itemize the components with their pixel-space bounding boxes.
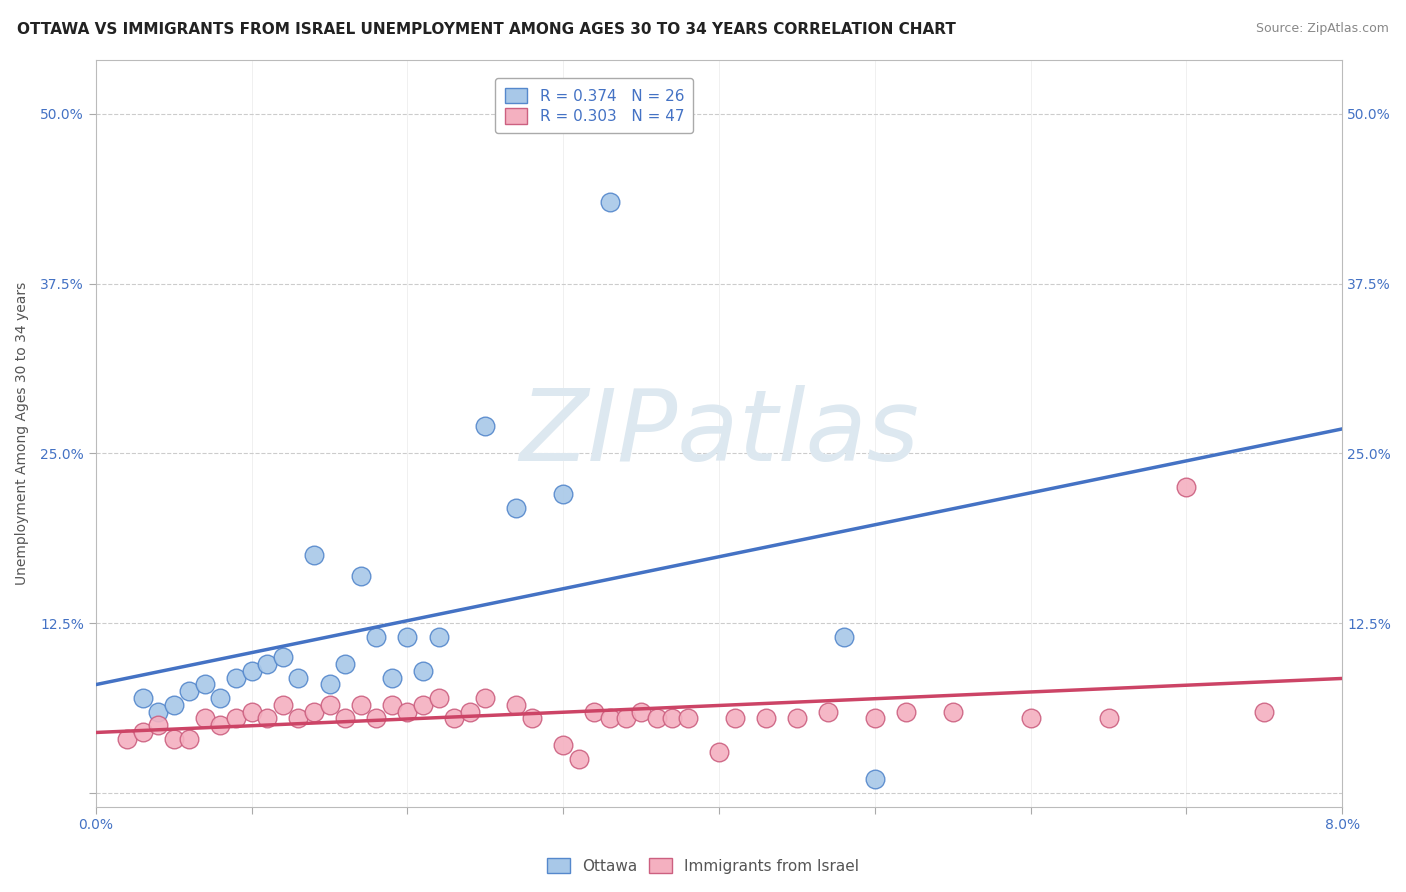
Point: [553, 487, 575, 501]
Point: [179, 731, 201, 746]
Point: [863, 711, 886, 725]
Point: [474, 419, 496, 434]
Point: [131, 690, 153, 705]
Point: [302, 549, 325, 563]
Point: [583, 705, 606, 719]
Point: [163, 731, 186, 746]
Point: [287, 671, 309, 685]
Point: [614, 711, 637, 725]
Point: [894, 705, 917, 719]
Point: [396, 630, 419, 644]
Point: [350, 698, 373, 712]
Point: [755, 711, 778, 725]
Point: [225, 711, 247, 725]
Point: [302, 705, 325, 719]
Point: [458, 705, 481, 719]
Point: [287, 711, 309, 725]
Point: [225, 671, 247, 685]
Point: [832, 630, 855, 644]
Legend: R = 0.374   N = 26, R = 0.303   N = 47: R = 0.374 N = 26, R = 0.303 N = 47: [495, 78, 693, 133]
Point: [209, 690, 232, 705]
Point: [333, 657, 356, 671]
Point: [115, 731, 138, 746]
Point: [412, 664, 434, 678]
Point: [131, 725, 153, 739]
Point: [179, 684, 201, 698]
Point: [240, 664, 263, 678]
Point: [256, 711, 278, 725]
Point: [381, 698, 404, 712]
Point: [645, 711, 668, 725]
Legend: Ottawa, Immigrants from Israel: Ottawa, Immigrants from Israel: [540, 852, 866, 880]
Point: [163, 698, 186, 712]
Point: [194, 711, 217, 725]
Point: [209, 718, 232, 732]
Point: [443, 711, 465, 725]
Point: [146, 718, 169, 732]
Point: [1253, 705, 1275, 719]
Point: [474, 690, 496, 705]
Point: [707, 745, 730, 759]
Point: [661, 711, 683, 725]
Point: [520, 711, 543, 725]
Point: [863, 772, 886, 787]
Point: [505, 698, 527, 712]
Point: [599, 195, 621, 210]
Point: [1019, 711, 1042, 725]
Point: [240, 705, 263, 719]
Point: [505, 500, 527, 515]
Point: [1097, 711, 1119, 725]
Text: ZIPatlas: ZIPatlas: [519, 384, 920, 482]
Point: [630, 705, 652, 719]
Point: [723, 711, 745, 725]
Point: [599, 711, 621, 725]
Point: [786, 711, 808, 725]
Point: [366, 630, 388, 644]
Point: [412, 698, 434, 712]
Point: [553, 739, 575, 753]
Point: [194, 677, 217, 691]
Point: [942, 705, 965, 719]
Point: [366, 711, 388, 725]
Point: [350, 568, 373, 582]
Point: [318, 677, 340, 691]
Point: [1175, 480, 1198, 494]
Point: [271, 698, 294, 712]
Point: [427, 630, 450, 644]
Point: [427, 690, 450, 705]
Y-axis label: Unemployment Among Ages 30 to 34 years: Unemployment Among Ages 30 to 34 years: [15, 282, 30, 585]
Point: [396, 705, 419, 719]
Point: [568, 752, 591, 766]
Point: [676, 711, 699, 725]
Point: [256, 657, 278, 671]
Text: Source: ZipAtlas.com: Source: ZipAtlas.com: [1256, 22, 1389, 36]
Point: [318, 698, 340, 712]
Point: [271, 650, 294, 665]
Point: [817, 705, 839, 719]
Text: OTTAWA VS IMMIGRANTS FROM ISRAEL UNEMPLOYMENT AMONG AGES 30 TO 34 YEARS CORRELAT: OTTAWA VS IMMIGRANTS FROM ISRAEL UNEMPLO…: [17, 22, 956, 37]
Point: [333, 711, 356, 725]
Point: [146, 705, 169, 719]
Point: [381, 671, 404, 685]
